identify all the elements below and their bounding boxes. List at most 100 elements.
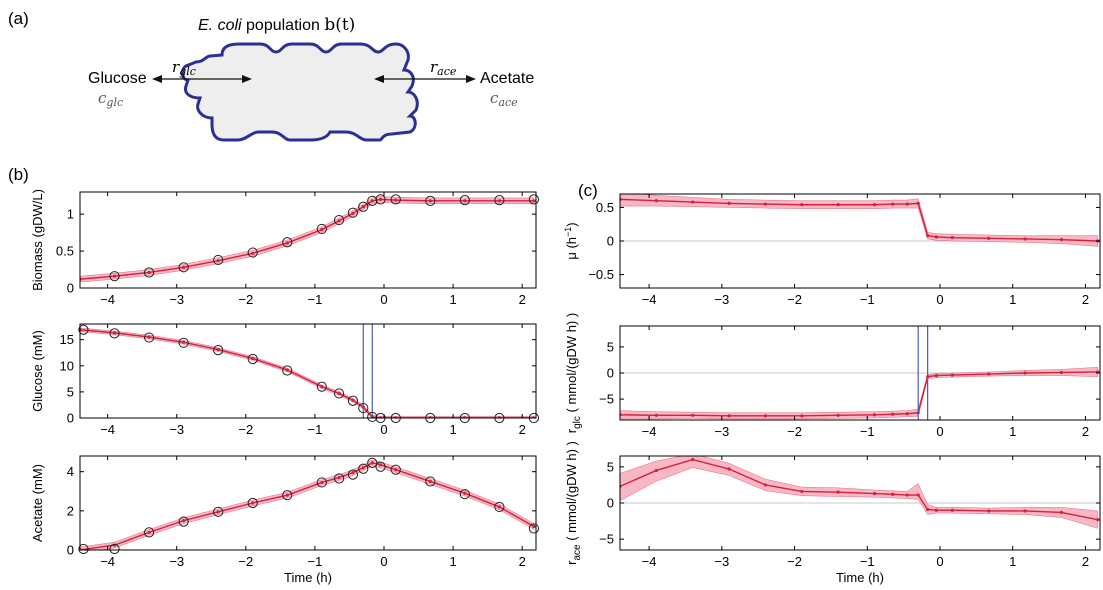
series-point: [727, 414, 730, 417]
x-tick-label: 2: [1082, 554, 1089, 569]
charts: −4 −3 −2 −1 0 1 2 0 0.5 1 Biomass (gDW/L) −4 −3 −2 −1 0…: [30, 189, 1100, 585]
series-point: [251, 252, 254, 255]
y-tick-label: 0: [607, 366, 614, 381]
series-point: [147, 531, 150, 534]
x-tick-label: −1: [307, 422, 322, 437]
series-point: [147, 335, 150, 338]
series-line: [80, 199, 534, 279]
chart-rglc: −4 −3 −2 −1 0 1 2−505rglc ( mmol/(gDW h) ): [564, 313, 1100, 439]
r-glc-label: rglc: [172, 58, 196, 78]
series-point: [1060, 238, 1063, 241]
y-tick-label: 5: [607, 459, 614, 474]
series-point: [873, 492, 876, 495]
series-point: [362, 205, 365, 208]
series-point: [800, 490, 803, 493]
y-tick-label: 0.5: [56, 244, 74, 259]
panel-label-c: (c): [578, 181, 598, 200]
series-point: [1096, 518, 1099, 521]
series-point: [655, 414, 658, 417]
series-point: [286, 241, 289, 244]
series-point: [113, 331, 116, 334]
plot-area-biomass: [78, 196, 535, 282]
plot-area-acetate: [78, 460, 535, 553]
series-point: [691, 458, 694, 461]
chart-race: −4 −3 −2 −1 0 1 2−505race ( mmol/(gDW h) )Time…: [564, 441, 1100, 585]
series-point: [217, 259, 220, 262]
series-point: [351, 399, 354, 402]
x-tick-label: −4: [100, 554, 115, 569]
series-point: [182, 341, 185, 344]
x-tick-label: 1: [449, 422, 456, 437]
y-tick-label: 1: [67, 207, 74, 222]
y-tick-label: −5: [599, 392, 614, 407]
series-point: [727, 467, 730, 470]
x-tick-label: −4: [100, 422, 115, 437]
cell-outline: [182, 44, 417, 140]
y-tick-label: −5: [599, 532, 614, 547]
y-axis-label: μ (h−1): [563, 222, 579, 259]
r-ace-label: race: [430, 58, 457, 78]
series-point: [926, 508, 929, 511]
confidence-band: [620, 367, 1098, 419]
x-tick-label: −2: [787, 424, 802, 439]
x-tick-label: −4: [642, 554, 657, 569]
series-point: [891, 413, 894, 416]
series-point: [917, 493, 920, 496]
series-point: [532, 199, 535, 202]
series-point: [987, 237, 990, 240]
axes-frame: [80, 456, 536, 550]
x-tick-label: 0: [380, 422, 387, 437]
series-point: [873, 203, 876, 206]
series-point: [498, 505, 501, 508]
acetate-label: Acetate: [480, 70, 534, 87]
series-point: [655, 199, 658, 202]
x-tick-label: 2: [519, 292, 526, 307]
x-tick-label: −3: [714, 424, 729, 439]
series-point: [655, 469, 658, 472]
series-point: [906, 493, 909, 496]
series-point: [935, 235, 938, 238]
diagram-title: E. coli population b(t): [198, 15, 355, 35]
series-point: [951, 236, 954, 239]
series-point: [429, 199, 432, 202]
x-tick-label: 2: [519, 422, 526, 437]
series-point: [286, 368, 289, 371]
series-point: [182, 519, 185, 522]
plot-area-race: [618, 454, 1100, 528]
series-point: [371, 199, 374, 202]
x-tick-label: −2: [787, 554, 802, 569]
series-point: [320, 481, 323, 484]
glucose-label: Glucose: [88, 70, 147, 87]
c-ace-label: cace: [490, 89, 518, 109]
series-point: [217, 510, 220, 513]
series-point: [286, 494, 289, 497]
y-axis-label: Biomass (gDW/L): [30, 189, 45, 291]
series-point: [1023, 509, 1026, 512]
series-point: [217, 348, 220, 351]
x-tick-label: 2: [1082, 424, 1089, 439]
series-point: [837, 203, 840, 206]
y-axis-label: Acetate (mM): [30, 464, 45, 542]
x-axis-label: Time (h): [284, 570, 332, 585]
x-tick-label: 1: [449, 554, 456, 569]
series-point: [394, 199, 397, 202]
chart-biomass: −4 −3 −2 −1 0 1 2 0 0.5 1 Biomass (gDW/L): [30, 189, 539, 307]
x-tick-label: 0: [380, 554, 387, 569]
x-tick-label: −4: [100, 292, 115, 307]
plot-area-rglc: [618, 326, 1100, 420]
series-point: [800, 203, 803, 206]
series-point: [351, 212, 354, 215]
confidence-band: [620, 454, 1098, 528]
series-line: [80, 330, 534, 418]
x-tick-label: 1: [1009, 554, 1016, 569]
x-tick-label: −3: [169, 554, 184, 569]
series-point: [987, 372, 990, 375]
y-tick-label: 5: [67, 384, 74, 399]
series-point: [917, 202, 920, 205]
x-tick-label: −2: [238, 554, 253, 569]
series-point: [873, 413, 876, 416]
series-point: [463, 492, 466, 495]
x-tick-label: −1: [307, 292, 322, 307]
series-point: [906, 412, 909, 415]
